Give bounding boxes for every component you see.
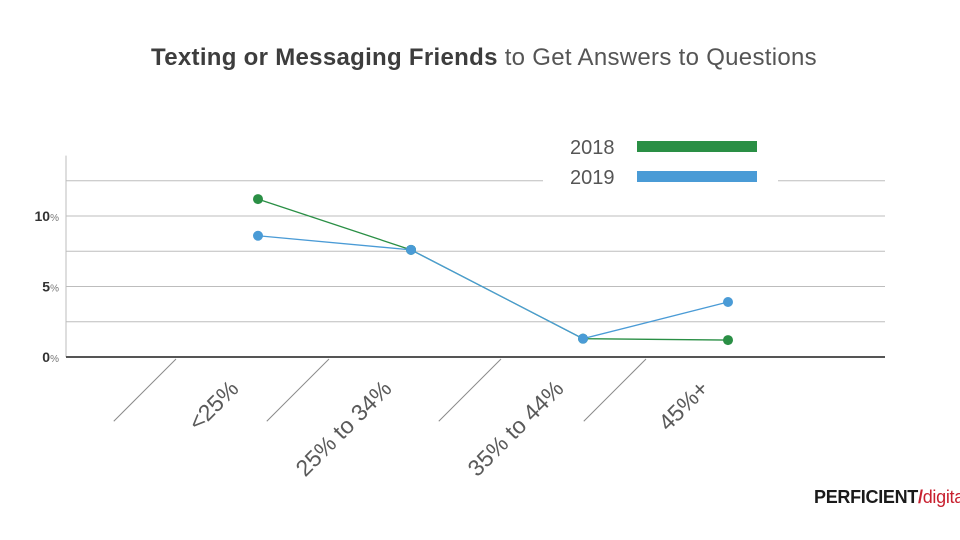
legend-swatch-2019: [637, 171, 757, 182]
brand-logo: PERFICIENT/digital: [814, 487, 960, 508]
chart-title-bold: Texting or Messaging Friends: [151, 44, 498, 71]
data-point-2018-45: [723, 335, 733, 346]
y-tick-labels: 10%5%0%: [35, 208, 60, 365]
x-tick-label-25-to-34: 25% to 34%: [290, 375, 396, 481]
x-tick-leader-45: [583, 358, 647, 422]
series-line-2019: [257, 235, 729, 340]
brand-logo-slash: /: [918, 487, 923, 507]
brand-logo-part-b: digital: [922, 487, 960, 507]
y-tick-label-5: 5%: [42, 279, 59, 295]
y-tick-number: 5: [42, 279, 50, 295]
axes: [65, 155, 885, 358]
x-tick-labels: <25% 25% to 34% 35% to 44% 45%+: [113, 358, 714, 481]
y-tick-number: 10: [35, 208, 51, 224]
y-tick-unit: %: [50, 213, 59, 224]
y-tick-unit: %: [50, 284, 59, 295]
y-tick-label-10: 10%: [35, 208, 60, 224]
series: [253, 194, 733, 346]
x-tick-leader-25-to-34: [266, 358, 330, 422]
legend-label-2018: 2018: [570, 137, 615, 159]
legend: 2018 2019: [543, 132, 778, 190]
legend-swatch-2018: [637, 141, 757, 152]
grid-lines: [66, 180, 885, 323]
data-point-2019-45: [723, 297, 733, 308]
data-point-2019-35-to-44: [578, 333, 588, 344]
x-tick-leader-25: [113, 358, 177, 422]
brand-logo-part-a: PERFICIENT: [814, 487, 919, 507]
x-tick-label-35-to-44: 35% to 44%: [462, 375, 568, 481]
data-point-2018-25: [253, 194, 263, 205]
data-point-2019-25: [253, 230, 263, 241]
y-tick-unit: %: [50, 354, 59, 365]
x-tick-label-45: 45%+: [653, 375, 713, 435]
x-tick-label-25: <25%: [183, 375, 243, 435]
y-tick-number: 0: [42, 349, 50, 365]
series-line-2018: [257, 198, 729, 341]
y-tick-label-0: 0%: [42, 349, 59, 365]
data-point-2019-25-to-34: [406, 244, 416, 255]
chart-title-regular: to Get Answers to Questions: [497, 44, 817, 71]
x-tick-leader-35-to-44: [438, 358, 502, 422]
chart-title: Texting or Messaging Friends to Get Answ…: [0, 44, 960, 72]
legend-label-2019: 2019: [570, 167, 615, 189]
